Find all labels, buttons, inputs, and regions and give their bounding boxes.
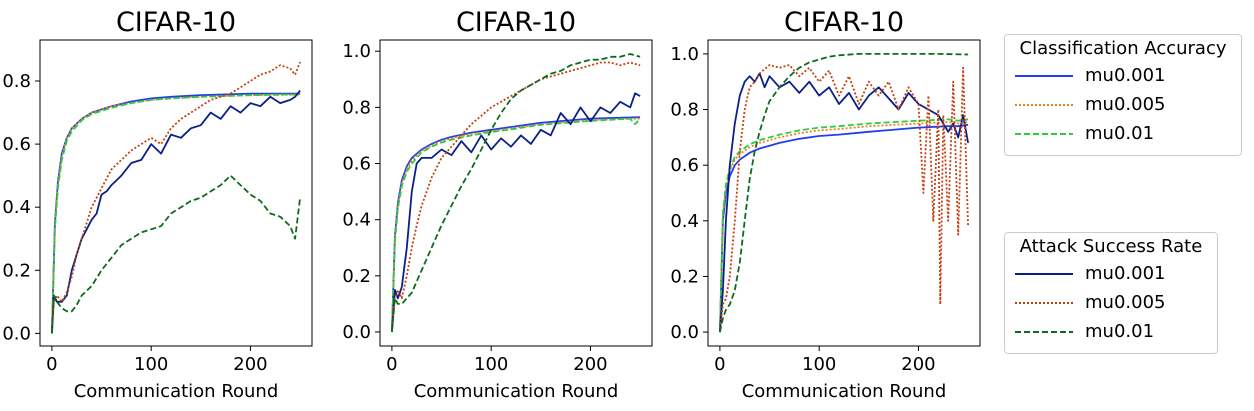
y-tick-label: 0.4 [342, 210, 371, 231]
legend-label: mu0.001 [1085, 263, 1166, 284]
x-tick-label: 100 [474, 354, 508, 375]
plot-frame [379, 39, 653, 347]
x-tick-label: 0 [386, 354, 397, 375]
series-line-attack-mu0.005 [391, 61, 641, 333]
chart-panel-1: 0 100 200 0.0 0.2 0.4 0.6 0.8 CIFAR-10 Communicat… [2, 7, 313, 402]
y-tick-label: 0.6 [342, 154, 371, 175]
legend-line-swatch [1015, 301, 1073, 304]
series-line-accuracy-mu0.01 [719, 118, 969, 333]
legend-line-swatch [1015, 272, 1073, 275]
plot-frame [39, 39, 313, 347]
legend-label: mu0.01 [1085, 321, 1155, 342]
legend-attack-success-rate: Attack Success Rate mu0.001 mu0.005 mu0.… [1004, 232, 1218, 354]
x-axis-label: Communication Round [742, 381, 947, 402]
series-line-accuracy-mu0.001 [719, 123, 969, 333]
x-axis-label: Communication Round [414, 381, 619, 402]
series-line-attack-mu0.001 [51, 89, 301, 334]
chart-panel-3: 0 100 200 0.0 0.2 0.4 0.6 0.8 1.0 CIFAR-10 Communi… [670, 7, 981, 402]
y-tick-label: 0.6 [670, 155, 699, 176]
series-line-accuracy-mu0.01 [391, 117, 641, 333]
y-tick-label: 0.8 [670, 100, 699, 121]
legend-label: mu0.005 [1085, 292, 1166, 313]
series-line-accuracy-mu0.005 [719, 121, 969, 333]
y-tick-label: 1.0 [342, 41, 371, 62]
x-tick-label: 0 [46, 354, 57, 375]
x-tick-label: 200 [573, 354, 607, 375]
x-tick-label: 200 [233, 354, 267, 375]
legend-line-swatch [1015, 74, 1073, 77]
series-line-accuracy-mu0.005 [51, 93, 301, 334]
legend-title: Classification Accuracy [1019, 38, 1227, 59]
series-line-accuracy-mu0.005 [391, 117, 641, 333]
legend-entry: mu0.01 [1005, 119, 1241, 148]
legend-title: Attack Success Rate [1019, 236, 1203, 257]
series-line-attack-mu0.001 [391, 92, 641, 333]
y-tick-label: 0.6 [2, 134, 31, 155]
y-tick-label: 1.0 [670, 44, 699, 65]
series-line-attack-mu0.01 [391, 53, 641, 333]
x-tick-label: 100 [802, 354, 836, 375]
series-line-attack-mu0.01 [719, 53, 969, 333]
legend-entry: mu0.001 [1005, 61, 1241, 90]
legend-entry: mu0.005 [1005, 288, 1217, 317]
y-tick-label: 0.0 [342, 322, 371, 343]
legend-label: mu0.001 [1085, 65, 1166, 86]
legend-classification-accuracy: Classification Accuracy mu0.001 mu0.005 … [1004, 34, 1242, 156]
y-tick-label: 0.2 [342, 266, 371, 287]
series-line-attack-mu0.001 [719, 72, 969, 333]
x-axis-label: Communication Round [74, 381, 279, 402]
chart-panel-2: 0 100 200 0.0 0.2 0.4 0.6 0.8 1.0 CIFAR-10 Communi… [342, 7, 653, 402]
legend-entry: mu0.001 [1005, 259, 1217, 288]
series-line-attack-mu0.005 [719, 64, 969, 333]
chart-title: CIFAR-10 [116, 7, 236, 38]
series-line-accuracy-mu0.001 [391, 116, 641, 333]
legend-entry: mu0.005 [1005, 90, 1241, 119]
y-tick-label: 0.2 [2, 260, 31, 281]
legend-entry: mu0.01 [1005, 317, 1217, 346]
plot-frame [707, 39, 981, 347]
x-tick-label: 0 [714, 354, 725, 375]
x-tick-label: 100 [134, 354, 168, 375]
legend-label: mu0.005 [1085, 94, 1166, 115]
series-line-accuracy-mu0.01 [51, 93, 301, 334]
x-tick-label: 200 [901, 354, 935, 375]
legend-line-swatch [1015, 132, 1073, 135]
y-tick-label: 0.2 [670, 266, 699, 287]
y-tick-label: 0.0 [670, 322, 699, 343]
chart-title: CIFAR-10 [456, 7, 576, 38]
y-tick-label: 0.8 [2, 71, 31, 92]
legend-line-swatch [1015, 330, 1073, 333]
legend-line-swatch [1015, 103, 1073, 106]
series-line-attack-mu0.005 [51, 61, 301, 334]
y-tick-label: 0.4 [2, 197, 31, 218]
legend-label: mu0.01 [1085, 123, 1155, 144]
series-line-attack-mu0.01 [51, 174, 301, 334]
series-line-accuracy-mu0.001 [51, 92, 301, 334]
y-tick-label: 0.8 [342, 97, 371, 118]
chart-title: CIFAR-10 [784, 7, 904, 38]
y-tick-label: 0.0 [2, 323, 31, 344]
y-tick-label: 0.4 [670, 211, 699, 232]
